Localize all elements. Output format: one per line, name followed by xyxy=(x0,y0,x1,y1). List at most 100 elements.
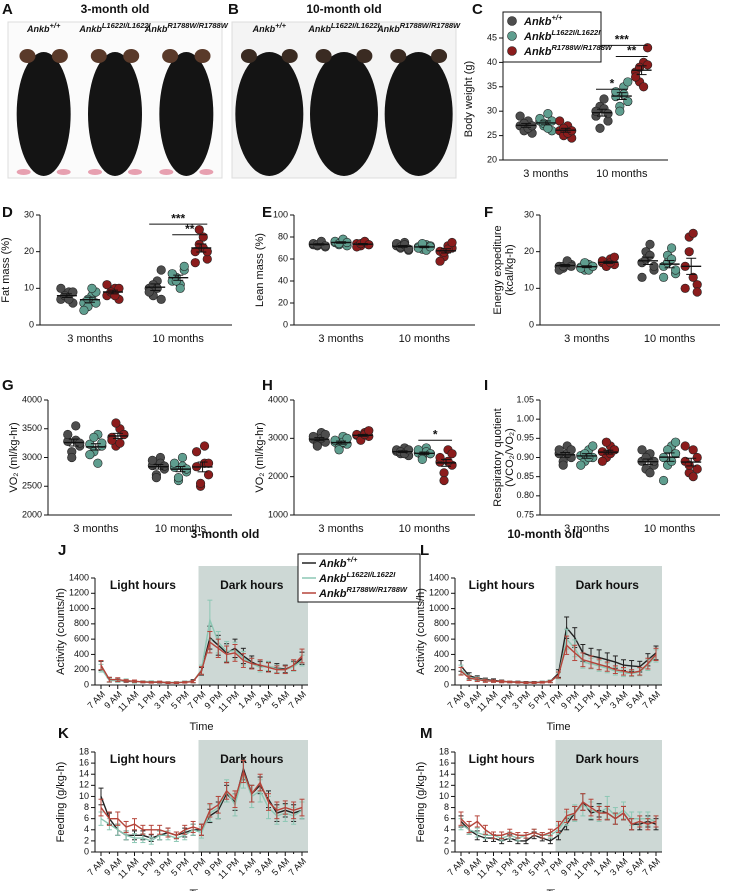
mouse-body xyxy=(16,52,71,176)
mouse-foot xyxy=(56,169,71,175)
significance-label: ** xyxy=(185,222,195,236)
y-tick-label: 200 xyxy=(74,664,89,674)
data-point xyxy=(619,89,629,99)
y-tick-label: 20 xyxy=(24,246,34,256)
photo-title: 10-month old xyxy=(306,2,381,16)
mouse-ear xyxy=(194,49,211,63)
mouse-body xyxy=(235,52,304,176)
y-axis-label: Energy expediture xyxy=(492,225,504,314)
y-tick-label: 400 xyxy=(74,649,89,659)
y-tick-label: 10 xyxy=(524,283,534,293)
annotation: Dark hours xyxy=(576,578,640,592)
data-point xyxy=(597,456,608,466)
y-tick-label: 600 xyxy=(74,634,89,644)
genotype-label: Ankb+/+ xyxy=(26,21,61,34)
section-title: 10-month old xyxy=(507,527,582,541)
panel-letter: L xyxy=(420,542,429,559)
y-tick-label: 1200 xyxy=(69,588,89,598)
x-tick-label: 3 months xyxy=(564,333,610,345)
x-axis-label: Time xyxy=(546,721,570,733)
y-tick-label: 16 xyxy=(79,757,89,767)
y-tick-label: 600 xyxy=(434,634,449,644)
data-point xyxy=(71,421,81,431)
y-tick-label: 4000 xyxy=(22,394,42,404)
y-tick-label: 10 xyxy=(79,791,89,801)
data-point xyxy=(147,455,157,465)
data-point xyxy=(152,283,162,293)
data-point xyxy=(688,228,698,238)
genotype-label: Ankb+/+ xyxy=(523,13,563,28)
y-tick-label: 12 xyxy=(439,780,449,790)
mouse-body xyxy=(159,52,214,176)
y-tick-label: 14 xyxy=(439,769,449,779)
y-tick-label: 6 xyxy=(84,813,89,823)
legend-swatch xyxy=(507,46,517,56)
data-point xyxy=(680,283,690,293)
y-tick-label: 2000 xyxy=(22,509,42,519)
y-tick-label: 0.80 xyxy=(516,490,534,500)
y-tick-label: 12 xyxy=(79,780,89,790)
significance-label: * xyxy=(610,76,615,90)
genotype-name: Ankb xyxy=(78,24,102,34)
panel-letter: K xyxy=(58,725,69,742)
y-tick-label: 8 xyxy=(444,802,449,812)
mouse-foot xyxy=(159,169,174,175)
y-axis-label: Body weight (g) xyxy=(463,61,475,137)
y-tick-label: 16 xyxy=(439,757,449,767)
mouse-ear xyxy=(281,49,298,63)
data-point xyxy=(555,116,565,126)
mouse-foot xyxy=(16,169,31,175)
panel-letter: M xyxy=(420,725,433,742)
annotation: Dark hours xyxy=(220,578,284,592)
y-tick-label: 4 xyxy=(84,824,89,834)
series-line xyxy=(100,769,303,837)
x-tick-label: 10 months xyxy=(155,523,207,535)
data-point xyxy=(364,426,374,436)
y-tick-label: 0 xyxy=(444,846,449,856)
y-tick-label: 200 xyxy=(434,664,449,674)
data-point xyxy=(645,468,655,478)
legend-swatch xyxy=(507,16,517,26)
data-point xyxy=(85,450,95,460)
y-tick-label: 80 xyxy=(278,231,288,241)
y-tick-label: 1000 xyxy=(69,603,89,613)
genotype-label: Ankb+/+ xyxy=(318,555,358,570)
photo-title: 3-month old xyxy=(81,2,150,16)
data-point xyxy=(435,256,445,266)
y-tick-label: 0 xyxy=(529,319,534,329)
x-axis-label: Time xyxy=(189,888,213,891)
mouse-body xyxy=(88,52,142,176)
data-point xyxy=(658,272,669,282)
y-tick-label: 0 xyxy=(29,319,34,329)
dark-hours-shading xyxy=(555,566,662,685)
data-point xyxy=(56,283,66,293)
mouse-ear xyxy=(90,49,107,63)
data-point xyxy=(194,225,204,235)
genotype-superscript: R1788W/R1788W xyxy=(400,21,461,30)
data-point xyxy=(320,241,330,251)
data-point xyxy=(623,77,633,87)
data-point xyxy=(558,460,568,470)
data-point xyxy=(312,441,322,451)
data-point xyxy=(662,445,673,455)
genotype-name: Ankb xyxy=(307,24,331,34)
data-point xyxy=(642,60,653,70)
x-axis-label: Time xyxy=(546,888,570,891)
y-axis-label: Feeding (g/kg-h) xyxy=(415,762,427,843)
significance-label: *** xyxy=(615,32,629,46)
y-tick-label: 35 xyxy=(487,81,497,91)
genotype-superscript: L1622I/L1622I xyxy=(552,28,602,37)
y-tick-label: 1.05 xyxy=(516,394,534,404)
annotation: Light hours xyxy=(469,578,535,592)
data-point xyxy=(115,438,125,448)
data-point xyxy=(91,298,101,308)
data-point xyxy=(684,247,694,257)
data-point xyxy=(439,468,449,478)
genotype-label: AnkbL1622I/L1622I xyxy=(78,21,151,34)
data-point xyxy=(173,473,184,483)
data-point xyxy=(63,429,73,440)
y-axis-label: Lean mass (%) xyxy=(254,233,266,307)
genotype-name: Ankb xyxy=(318,573,347,585)
data-point xyxy=(642,43,653,53)
